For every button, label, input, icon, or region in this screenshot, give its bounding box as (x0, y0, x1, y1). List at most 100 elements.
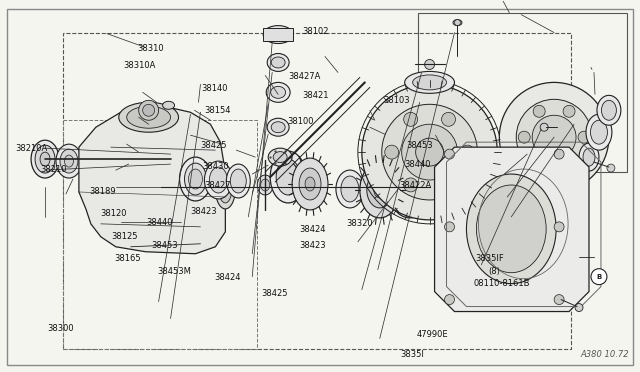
Ellipse shape (602, 100, 616, 120)
Text: 38425: 38425 (261, 289, 288, 298)
Text: A380 10.72: A380 10.72 (580, 350, 629, 359)
Bar (418, 13, 627, 172)
Text: 38154: 38154 (204, 106, 230, 115)
Ellipse shape (388, 156, 431, 218)
Circle shape (554, 222, 564, 232)
Ellipse shape (583, 148, 595, 166)
Text: 38103: 38103 (384, 96, 410, 105)
Circle shape (143, 104, 155, 116)
Ellipse shape (60, 149, 78, 173)
Text: 38430: 38430 (202, 162, 228, 171)
Ellipse shape (374, 182, 386, 198)
Ellipse shape (127, 106, 171, 128)
Text: 3835IF: 3835IF (476, 254, 504, 263)
Ellipse shape (40, 152, 50, 166)
Text: 38453: 38453 (152, 241, 179, 250)
Ellipse shape (184, 163, 207, 195)
Text: 38423: 38423 (300, 241, 326, 250)
Text: 38210: 38210 (41, 165, 67, 174)
Circle shape (415, 138, 444, 166)
Circle shape (533, 157, 545, 169)
Circle shape (385, 145, 399, 159)
Circle shape (382, 104, 477, 200)
Text: 38140: 38140 (202, 84, 228, 93)
Ellipse shape (257, 175, 273, 195)
Circle shape (454, 20, 460, 26)
Text: 38453: 38453 (406, 141, 433, 150)
Ellipse shape (273, 152, 287, 163)
Ellipse shape (305, 177, 315, 191)
Ellipse shape (268, 148, 292, 166)
Ellipse shape (263, 26, 293, 44)
Circle shape (445, 149, 454, 159)
Bar (110, 151, 124, 177)
Ellipse shape (152, 158, 161, 176)
Text: 38424: 38424 (214, 273, 241, 282)
Circle shape (445, 222, 454, 232)
Ellipse shape (260, 179, 269, 191)
Circle shape (563, 105, 575, 117)
Text: 38125: 38125 (111, 231, 138, 241)
Polygon shape (435, 147, 589, 311)
Ellipse shape (336, 170, 364, 208)
Ellipse shape (270, 151, 306, 203)
Text: 38210A: 38210A (15, 144, 47, 153)
Ellipse shape (119, 102, 179, 132)
Ellipse shape (132, 155, 145, 175)
Ellipse shape (35, 145, 55, 173)
Ellipse shape (579, 143, 599, 171)
Ellipse shape (87, 152, 103, 173)
Polygon shape (79, 104, 225, 254)
Ellipse shape (112, 153, 125, 175)
Text: (8): (8) (488, 267, 500, 276)
Text: 38102: 38102 (303, 27, 330, 36)
Ellipse shape (163, 101, 175, 109)
Ellipse shape (292, 158, 328, 210)
Ellipse shape (267, 118, 289, 136)
Ellipse shape (413, 75, 447, 90)
Bar (63, 33, 571, 349)
Circle shape (442, 112, 456, 126)
Ellipse shape (65, 155, 74, 167)
Bar (263, 28, 293, 41)
Text: 38100: 38100 (287, 117, 314, 126)
Ellipse shape (597, 95, 621, 125)
Text: 38421: 38421 (303, 91, 330, 100)
Circle shape (533, 105, 545, 117)
Ellipse shape (402, 176, 418, 198)
Text: B: B (596, 274, 602, 280)
Circle shape (445, 295, 454, 305)
Ellipse shape (395, 165, 424, 209)
Ellipse shape (276, 159, 300, 195)
Circle shape (499, 82, 609, 192)
Text: 47990E: 47990E (417, 330, 449, 339)
Text: 38165: 38165 (115, 254, 141, 263)
Ellipse shape (83, 147, 107, 177)
Circle shape (402, 124, 458, 180)
Text: 38440: 38440 (147, 218, 173, 227)
Text: 38453M: 38453M (157, 267, 191, 276)
Ellipse shape (266, 82, 290, 102)
Circle shape (554, 149, 564, 159)
Text: 38320: 38320 (347, 219, 373, 228)
Ellipse shape (476, 185, 546, 273)
Text: 38424: 38424 (300, 225, 326, 234)
Ellipse shape (267, 54, 289, 71)
Circle shape (532, 115, 576, 159)
Circle shape (404, 112, 418, 126)
Ellipse shape (271, 122, 285, 133)
Text: 38300: 38300 (47, 324, 74, 333)
Ellipse shape (299, 168, 321, 200)
Text: 38310A: 38310A (124, 61, 156, 70)
Ellipse shape (109, 148, 129, 180)
Circle shape (139, 100, 159, 120)
Circle shape (591, 269, 607, 285)
Ellipse shape (216, 169, 236, 209)
Ellipse shape (130, 150, 148, 180)
Text: 3835I: 3835I (401, 350, 424, 359)
Circle shape (578, 131, 590, 143)
Circle shape (404, 178, 418, 192)
Circle shape (563, 157, 575, 169)
Circle shape (460, 145, 474, 159)
Ellipse shape (586, 114, 612, 150)
